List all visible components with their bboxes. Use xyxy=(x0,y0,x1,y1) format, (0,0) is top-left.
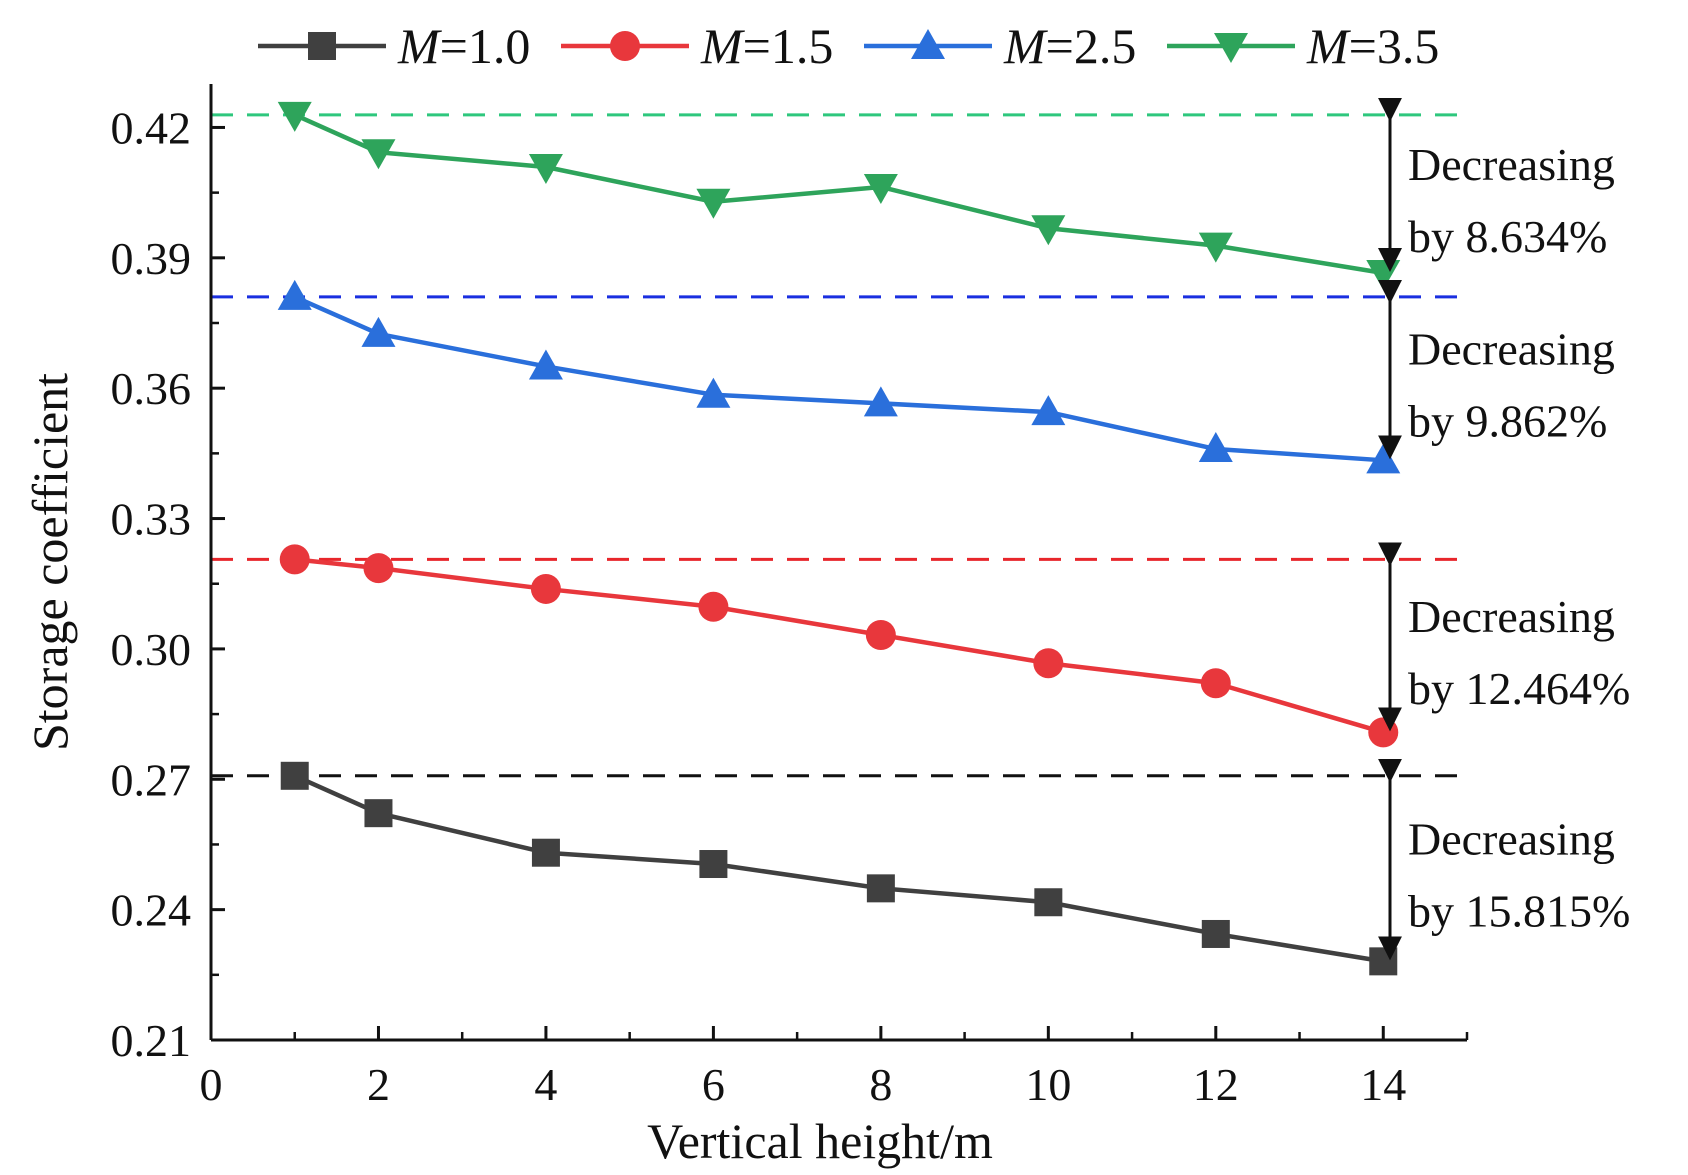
x-tick-label: 2 xyxy=(367,1059,390,1110)
data-point xyxy=(528,153,563,184)
y-tick-label: 0.33 xyxy=(111,494,192,545)
data-point xyxy=(277,279,312,310)
y-tick-label: 0.21 xyxy=(111,1015,192,1066)
data-point xyxy=(866,874,895,903)
data-point xyxy=(1031,215,1066,246)
data-point xyxy=(1368,717,1399,748)
annotation-1: Decreasing by 8.634% xyxy=(1378,97,1615,273)
data-point xyxy=(531,838,560,867)
annotation-line2: by 9.862% xyxy=(1408,396,1607,447)
series-M=1.0 xyxy=(280,761,1398,976)
y-tick-label: 0.42 xyxy=(111,102,192,153)
legend-item-M=1.0: M=1.0 xyxy=(258,18,530,74)
y-tick-label: 0.36 xyxy=(111,363,192,414)
data-point xyxy=(277,101,312,132)
annotation-4: Decreasing by 15.815% xyxy=(1378,758,1630,961)
x-tick-label: 8 xyxy=(869,1059,892,1110)
annotation-line1: Decreasing xyxy=(1408,814,1615,865)
y-tick-label: 0.27 xyxy=(111,754,192,805)
annotation-line1: Decreasing xyxy=(1408,324,1615,375)
data-point xyxy=(361,316,396,347)
legend-swatch-marker xyxy=(1214,33,1248,63)
y-axis-title: Storage coefficient xyxy=(22,373,78,751)
data-point xyxy=(280,761,309,790)
data-point xyxy=(530,573,561,604)
ticks: 0 2 4 6 8 10 12 14 0.21 0.24 0.27 0.30 0.33 0.36 0.39 0… xyxy=(111,102,1469,1110)
data-point xyxy=(863,386,898,417)
legend-swatch-marker xyxy=(308,32,336,60)
data-point xyxy=(1366,260,1401,291)
data-point xyxy=(863,173,898,204)
legend-label: M=2.5 xyxy=(1003,18,1136,74)
data-point xyxy=(1033,648,1064,679)
legend-label: M=1.5 xyxy=(700,18,833,74)
series-line xyxy=(293,294,1384,463)
data-point xyxy=(361,139,396,170)
x-tick-label: 0 xyxy=(200,1059,223,1110)
data-point xyxy=(1198,432,1233,463)
x-tick-label: 10 xyxy=(1025,1059,1071,1110)
x-tick-label: 12 xyxy=(1193,1059,1239,1110)
x-tick-label: 6 xyxy=(702,1059,725,1110)
legend-item-M=1.5: M=1.5 xyxy=(561,18,833,74)
data-point xyxy=(1200,668,1231,699)
data-point xyxy=(696,188,731,219)
data-point xyxy=(528,349,563,380)
series-M=3.5 xyxy=(277,101,1401,291)
annotation-line2: by 8.634% xyxy=(1408,211,1607,262)
x-axis-title: Vertical height/m xyxy=(647,1113,993,1169)
data-point xyxy=(698,591,729,622)
data-point xyxy=(1201,919,1230,948)
series-M=1.5 xyxy=(279,544,1399,748)
annotation-3: Decreasing by 12.464% xyxy=(1378,542,1630,732)
annotation-line2: by 15.815% xyxy=(1408,886,1630,937)
series-M=2.5 xyxy=(277,279,1401,474)
legend-item-M=2.5: M=2.5 xyxy=(864,18,1136,74)
legend-swatch-marker xyxy=(610,31,640,61)
legend-swatch-marker xyxy=(911,29,945,59)
data-point xyxy=(699,850,728,879)
data-point xyxy=(865,620,896,651)
data-point xyxy=(279,544,310,575)
y-tick-label: 0.30 xyxy=(111,624,192,675)
y-tick-label: 0.39 xyxy=(111,233,192,284)
x-tick-label: 4 xyxy=(534,1059,557,1110)
annotation-2: Decreasing by 9.862% xyxy=(1378,279,1615,460)
series-line xyxy=(293,112,1384,276)
data-point xyxy=(364,799,393,828)
axes xyxy=(209,84,1467,1042)
series-line xyxy=(293,773,1384,964)
annotation-line1: Decreasing xyxy=(1408,591,1615,642)
annotation-line2: by 12.464% xyxy=(1408,663,1630,714)
data-point xyxy=(696,377,731,408)
data-series xyxy=(277,101,1401,976)
annotation-line1: Decreasing xyxy=(1408,139,1615,190)
data-point xyxy=(1031,395,1066,426)
legend-label: M=1.0 xyxy=(397,18,530,74)
series-line xyxy=(294,557,1384,735)
legend-label: M=3.5 xyxy=(1306,18,1439,74)
legend: M=1.0 M=1.5 M=2.5 M=3.5 xyxy=(258,18,1439,74)
data-point xyxy=(1198,232,1233,263)
x-tick-label: 14 xyxy=(1360,1059,1406,1110)
data-point xyxy=(1034,888,1063,917)
data-point xyxy=(363,553,394,584)
y-tick-label: 0.24 xyxy=(111,885,192,936)
data-point xyxy=(1369,947,1398,976)
legend-item-M=3.5: M=3.5 xyxy=(1167,18,1439,74)
reference-lines xyxy=(211,113,1467,778)
